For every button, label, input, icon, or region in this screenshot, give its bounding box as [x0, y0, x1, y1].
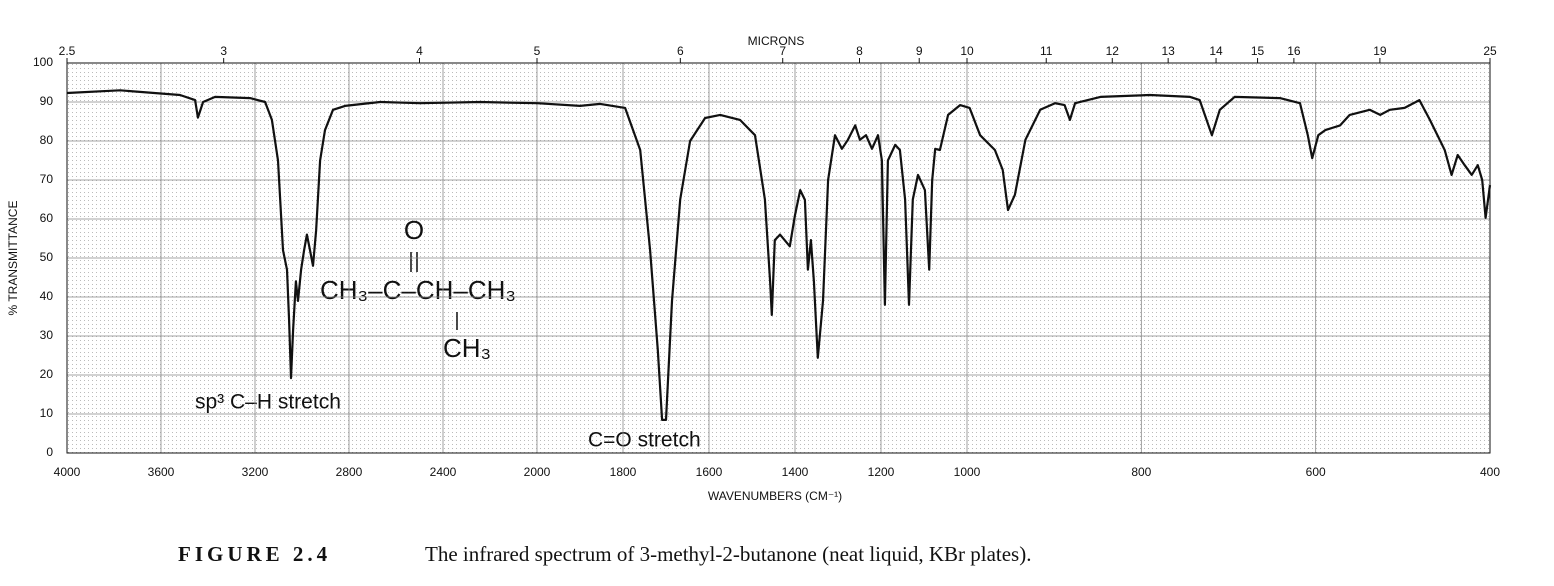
annotation: sp³ C–H stretch — [195, 391, 341, 414]
structure-oxygen: O — [404, 215, 424, 245]
x-tick-label: 1000 — [954, 465, 981, 479]
x2-tick-label: 7 — [779, 44, 786, 58]
x-tick-label: 2000 — [524, 465, 551, 479]
x-tick-label: 800 — [1131, 465, 1151, 479]
plot-frame — [66, 62, 1491, 454]
x2-tick-label: 16 — [1287, 44, 1301, 58]
x2-tick-label: 11 — [1040, 44, 1053, 58]
x2-tick-label: 15 — [1251, 44, 1265, 58]
x2-tick-label: 19 — [1373, 44, 1387, 58]
caption: The infrared spectrum of 3-methyl-2-buta… — [425, 542, 1031, 566]
x-tick-label: 2400 — [430, 465, 457, 479]
y-tick-label: 30 — [40, 328, 54, 342]
y-axis-label: % TRANSMITTANCE — [6, 201, 20, 316]
y-tick-label: 0 — [46, 445, 53, 459]
y-tick-label: 10 — [40, 406, 54, 420]
x-tick-label: 3600 — [148, 465, 175, 479]
x-tick-label: 1200 — [868, 465, 895, 479]
structure-chain: CH₃–C–CH–CH₃ — [320, 275, 516, 305]
x-tick-label: 1400 — [782, 465, 809, 479]
spectrum-line — [66, 89, 1492, 421]
x2-tick-label: 8 — [856, 44, 863, 58]
x-tick-label: 3200 — [242, 465, 269, 479]
caption-label: FIGURE 2.4 — [178, 542, 331, 566]
x2-tick-label: 14 — [1209, 44, 1223, 58]
y-tick-label: 40 — [40, 289, 54, 303]
y-tick-label: 60 — [40, 211, 54, 225]
x-tick-label: 1600 — [696, 465, 723, 479]
x-tick-label: 4000 — [54, 465, 81, 479]
x-tick-label: 2800 — [336, 465, 363, 479]
x2-tick-label: 3 — [220, 44, 227, 58]
x-tick-label: 600 — [1306, 465, 1326, 479]
x2-tick-label: 5 — [534, 44, 541, 58]
y-tick-label: 100 — [33, 55, 53, 69]
annotation: C=O stretch — [588, 429, 701, 452]
x2-tick-label: 25 — [1483, 44, 1497, 58]
y-tick-label: 80 — [40, 133, 54, 147]
y-tick-label: 20 — [40, 367, 54, 381]
x2-tick-label: 10 — [960, 44, 974, 58]
x2-axis-label: MICRONS — [748, 34, 805, 48]
y-tick-label: 70 — [40, 172, 54, 186]
x2-tick-label: 12 — [1106, 44, 1120, 58]
structure-branch: CH₃ — [443, 333, 491, 363]
x2-tick-label: 2.5 — [59, 44, 76, 58]
x-tick-label: 1800 — [610, 465, 637, 479]
x2-tick-label: 4 — [416, 44, 423, 58]
x2-tick-label: 9 — [916, 44, 923, 58]
y-tick-label: 50 — [40, 250, 54, 264]
x2-tick-label: 6 — [677, 44, 684, 58]
x-axis-label: WAVENUMBERS (CM⁻¹) — [708, 489, 842, 503]
x2-tick-label: 13 — [1161, 44, 1175, 58]
y-tick-label: 90 — [40, 94, 54, 108]
x-tick-label: 400 — [1480, 465, 1500, 479]
